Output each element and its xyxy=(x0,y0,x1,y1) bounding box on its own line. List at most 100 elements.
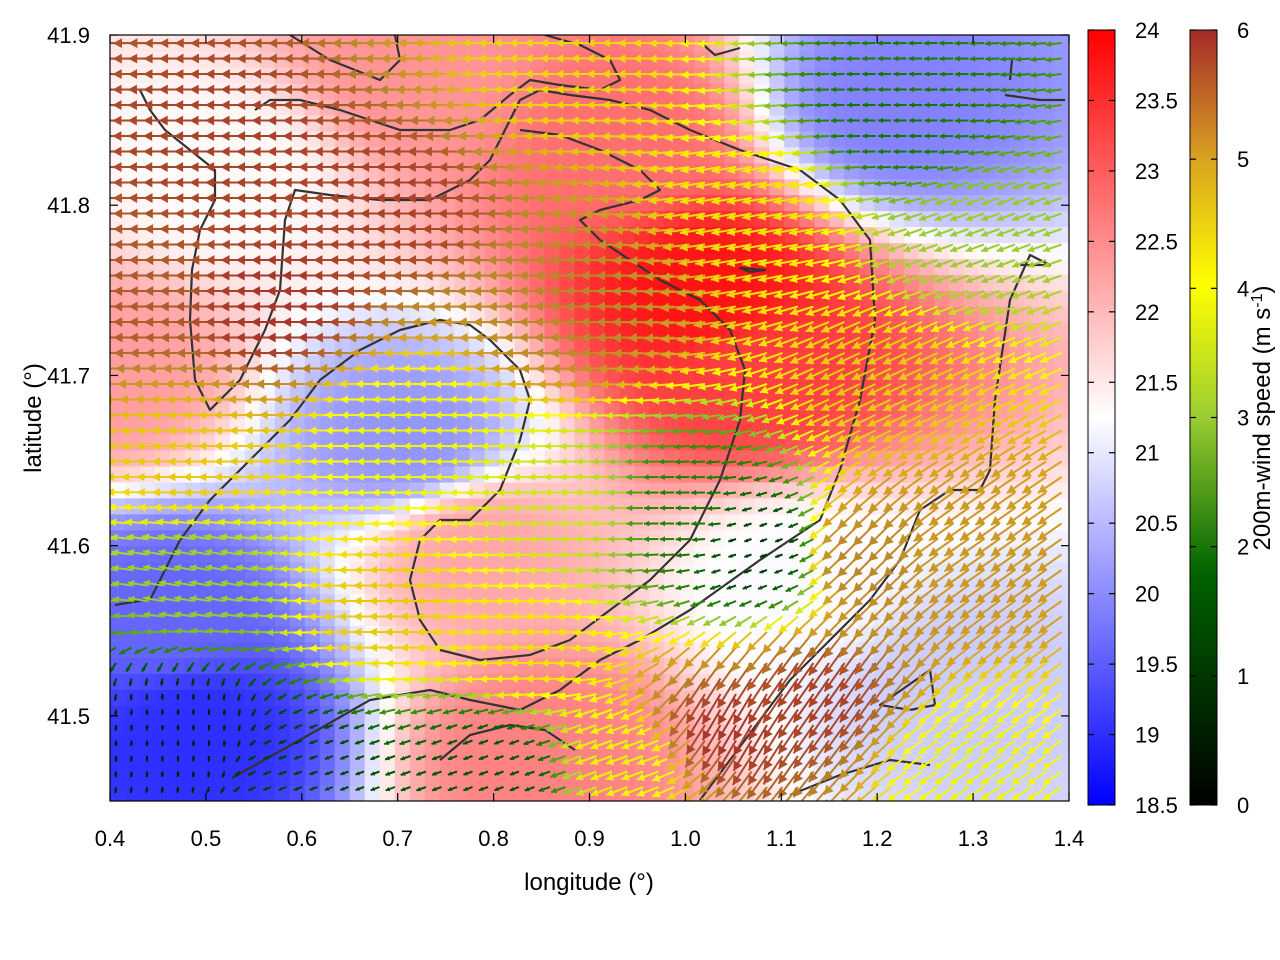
wind-vector-head xyxy=(92,503,100,511)
heatmap-cell xyxy=(214,593,231,611)
heatmap-cell xyxy=(694,481,710,499)
heatmap-cell xyxy=(274,657,291,674)
heatmap-cell xyxy=(199,769,216,786)
wind-vector-head xyxy=(82,54,91,64)
heatmap-cell xyxy=(964,146,980,164)
heatmap-cell xyxy=(574,418,591,435)
wind-vector-head xyxy=(82,116,91,126)
heatmap-cell xyxy=(754,529,770,547)
heatmap-cell xyxy=(634,481,651,499)
wind-vector-head xyxy=(82,317,91,327)
heatmap-cell xyxy=(439,721,456,738)
heatmap-cell xyxy=(979,98,995,116)
heatmap-cell xyxy=(1054,242,1069,260)
heatmap-cell xyxy=(304,114,321,132)
heatmap-cell xyxy=(649,481,665,499)
heatmap-cell xyxy=(859,178,875,196)
heatmap-cell xyxy=(844,98,860,116)
heatmap-cell xyxy=(289,82,306,100)
heatmap-cell xyxy=(784,513,800,531)
heatmap-cell xyxy=(184,449,201,467)
heatmap-cell xyxy=(304,322,321,339)
heatmap-cell xyxy=(739,513,755,531)
heatmap-cell xyxy=(334,290,351,307)
heatmap-cell xyxy=(259,721,276,738)
heatmap-cell xyxy=(349,513,366,531)
heatmap-cell xyxy=(364,641,381,658)
heatmap-cell xyxy=(259,737,276,754)
wind-vector-head xyxy=(98,302,107,312)
heatmap-cell xyxy=(874,114,890,132)
heatmap-cell xyxy=(244,306,261,323)
wind-vector-head xyxy=(110,379,111,389)
heatmap-cell xyxy=(634,434,651,451)
heatmap-cell xyxy=(859,162,875,180)
heatmap-cell xyxy=(110,721,126,738)
heatmap-cell xyxy=(919,114,935,132)
heatmap-cell xyxy=(949,98,965,116)
wind-vector-head xyxy=(98,317,107,327)
heatmap-cell xyxy=(274,82,291,100)
heatmap-cell xyxy=(664,513,680,531)
heatmap-cell xyxy=(964,98,980,116)
heatmap-cell xyxy=(529,449,546,467)
heatmap-cell xyxy=(319,258,336,275)
heatmap-cell xyxy=(904,178,920,196)
heatmap-cell xyxy=(1054,641,1069,658)
heatmap-cell xyxy=(140,130,156,148)
heatmap-cell xyxy=(319,322,336,339)
heatmap-cell xyxy=(844,82,860,100)
heatmap-cell xyxy=(319,418,336,435)
wind-vector-head xyxy=(97,54,106,64)
heatmap-cell xyxy=(304,226,321,244)
heatmap-cell xyxy=(289,130,306,148)
heatmap-cell xyxy=(304,82,321,100)
heatmap-cell xyxy=(934,82,950,100)
heatmap-cell xyxy=(649,497,665,515)
wind-vector-head xyxy=(82,286,91,296)
heatmap-cell xyxy=(799,146,815,164)
heatmap-cell xyxy=(439,449,456,467)
heatmap-cell xyxy=(199,641,216,658)
heatmap-cell xyxy=(214,705,231,722)
heatmap-cell xyxy=(754,513,770,531)
heatmap-cell xyxy=(694,449,710,467)
heatmap-cell xyxy=(125,753,141,770)
heatmap-cell xyxy=(304,673,321,690)
heatmap-cell xyxy=(155,370,171,387)
heatmap-cell xyxy=(454,449,471,467)
heatmap-cell xyxy=(484,737,501,754)
heatmap-cell xyxy=(739,497,755,515)
heatmap-cell xyxy=(679,497,695,515)
heatmap-cell xyxy=(199,737,216,754)
heatmap-cell xyxy=(574,497,591,515)
heatmap-cell xyxy=(304,306,321,323)
heatmap-cell xyxy=(514,465,531,483)
heatmap-cell xyxy=(604,465,621,483)
heatmap-cell xyxy=(844,146,860,164)
wind-vector-head xyxy=(98,38,107,48)
heatmap-cell xyxy=(110,753,126,770)
heatmap-cell xyxy=(214,449,231,467)
wind-vector-head xyxy=(98,193,107,203)
heatmap-cell xyxy=(454,130,471,148)
heatmap-cell xyxy=(289,242,306,260)
heatmap-cell xyxy=(754,577,770,595)
wind-vector-head xyxy=(82,224,91,234)
heatmap-cell xyxy=(155,641,171,658)
heatmap-cell xyxy=(934,146,950,164)
wind-vector-head xyxy=(82,100,91,110)
heatmap-cell xyxy=(574,529,591,547)
heatmap-cell xyxy=(349,737,366,754)
heatmap-cell xyxy=(214,785,231,801)
wind-vector-head xyxy=(82,240,91,250)
heatmap-cell xyxy=(409,130,426,148)
heatmap-cell xyxy=(1054,625,1069,643)
heatmap-cell xyxy=(229,625,246,643)
heatmap-cell xyxy=(1054,418,1069,435)
heatmap-cell xyxy=(244,785,261,801)
wind-vector-head xyxy=(95,534,102,541)
heatmap-cell xyxy=(155,769,171,786)
heatmap-cell xyxy=(829,82,845,100)
